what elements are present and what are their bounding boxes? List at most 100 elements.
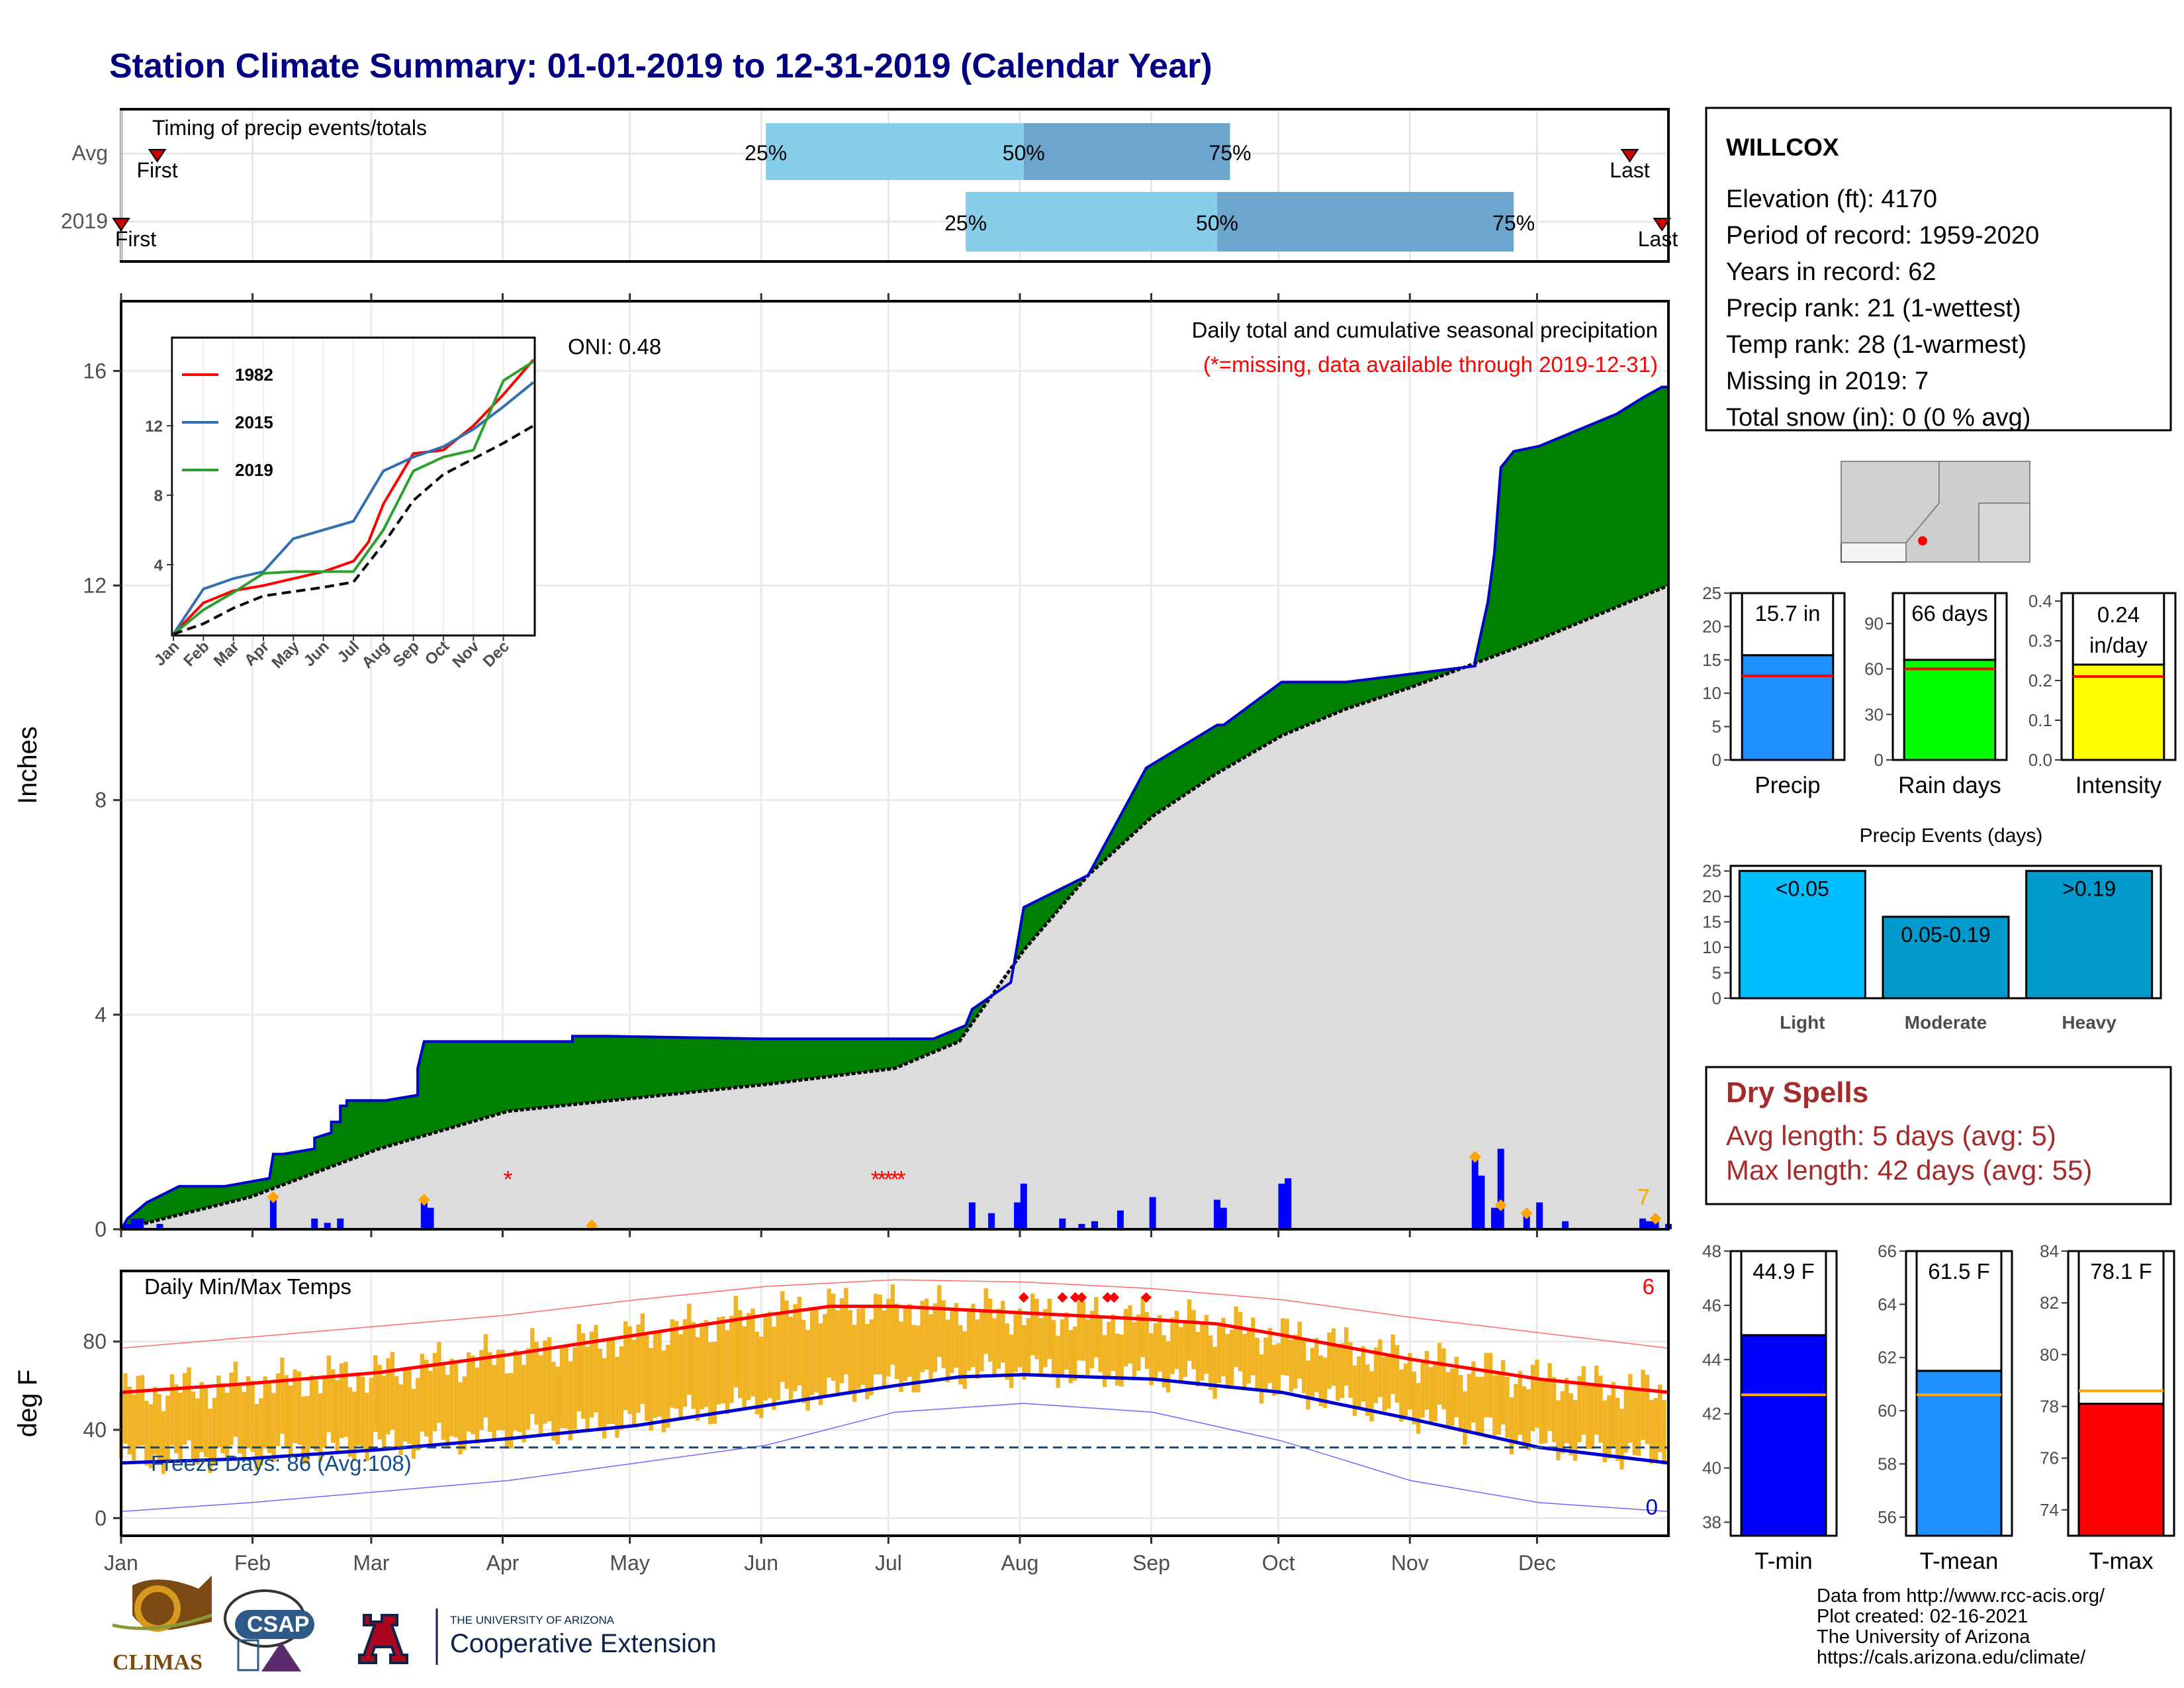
dry-spells-title: Dry Spells	[1726, 1076, 1868, 1109]
daily-temp-range-bar	[1085, 1319, 1090, 1375]
daily-temp-range-bar	[780, 1291, 785, 1382]
daily-temp-range-bar	[899, 1321, 903, 1392]
climas-logo: CLIMAS	[112, 1575, 212, 1675]
daily-temp-range-bar	[1119, 1334, 1124, 1387]
daily-temp-range-bar	[1259, 1354, 1264, 1404]
station-line-elevation: Elevation (ft): 4170	[1726, 185, 1937, 213]
daily-temp-range-bar	[394, 1376, 399, 1449]
daily-precip-bar	[1478, 1175, 1485, 1229]
missing-day-marker: *	[890, 1166, 899, 1193]
daily-precip-bar	[1091, 1221, 1098, 1229]
daily-precip-bar	[1078, 1223, 1085, 1229]
daily-temp-range-bar	[1107, 1321, 1111, 1377]
daily-temp-range-bar	[296, 1371, 302, 1445]
summary-y-tick-label: 44	[1702, 1350, 1721, 1370]
daily-temp-range-bar	[1216, 1326, 1222, 1383]
daily-temp-range-bar	[352, 1391, 357, 1460]
daily-temp-range-bar	[1318, 1355, 1323, 1407]
temp-y-tick-label: 40	[83, 1418, 107, 1442]
station-line-temp-rank: Temp rank: 28 (1-warmest)	[1726, 331, 2026, 359]
daily-temp-range-bar	[402, 1367, 408, 1442]
daily-temp-range-bar	[1140, 1297, 1145, 1358]
daily-temp-range-bar	[318, 1393, 323, 1462]
daily-temp-range-bar	[369, 1378, 374, 1450]
events-category-label: Moderate	[1905, 1012, 1987, 1033]
timing-pct-label: 50%	[1003, 141, 1045, 165]
daily-temp-range-bar	[1158, 1315, 1162, 1372]
locator-map	[1841, 461, 2030, 563]
daily-temp-range-bar	[801, 1319, 806, 1403]
daily-temp-range-bar	[1382, 1356, 1387, 1411]
cold-days-count: 0	[1646, 1495, 1658, 1519]
observed-cumulative-line	[120, 385, 1668, 1231]
daily-temp-range-bar	[500, 1349, 505, 1430]
daily-temp-range-bar	[746, 1313, 751, 1401]
daily-temp-range-bar	[895, 1303, 899, 1380]
daily-temp-range-bar	[886, 1299, 891, 1377]
daily-temp-range-bar	[814, 1307, 819, 1393]
daily-temp-range-bar	[522, 1364, 526, 1442]
notable-precip-marker	[1469, 1150, 1481, 1163]
summary-y-tick-label: 5	[1712, 717, 1721, 737]
daily-temp-range-bar	[1522, 1386, 1527, 1448]
record-min-line	[120, 1403, 1669, 1513]
summary-y-tick-label: 0	[1712, 750, 1721, 770]
daily-temp-range-bar	[1403, 1363, 1408, 1418]
daily-temp-range-bar	[267, 1382, 272, 1454]
first-event-marker	[112, 218, 130, 232]
daily-temp-range-bar	[1301, 1340, 1306, 1393]
daily-temp-range-bar	[742, 1326, 747, 1411]
daily-temp-range-bar	[920, 1300, 925, 1372]
daily-temp-range-bar	[1064, 1312, 1069, 1370]
daily-temp-range-bar	[1246, 1328, 1251, 1384]
daily-temp-range-bar	[1569, 1393, 1573, 1456]
daily-temp-range-bar	[945, 1319, 950, 1383]
daily-temp-range-bar	[890, 1284, 895, 1365]
daily-temp-range-bar	[1161, 1335, 1166, 1387]
daily-temp-range-bar	[929, 1314, 933, 1382]
daily-temp-range-bar	[254, 1403, 259, 1470]
daily-temp-range-bar	[1602, 1400, 1608, 1462]
summary-y-tick-label: 64	[1878, 1294, 1897, 1314]
daily-temp-range-bar	[1649, 1399, 1654, 1464]
summary-category-label: T-max	[2089, 1548, 2154, 1574]
daily-temp-range-bar	[580, 1333, 586, 1419]
events-bar-heavy	[2025, 870, 2154, 1000]
daily-temp-range-bar	[1255, 1338, 1259, 1391]
daily-temp-range-bar	[716, 1317, 721, 1405]
daily-temp-range-bar	[882, 1310, 887, 1387]
daily-temp-range-bar	[1310, 1348, 1315, 1400]
daily-temp-range-bar	[496, 1350, 501, 1430]
daily-temp-range-bar	[169, 1374, 175, 1446]
daily-temp-range-bar	[1551, 1377, 1557, 1442]
daily-temp-range-bar	[848, 1309, 852, 1391]
daily-temp-range-bar	[1285, 1319, 1289, 1376]
missing-day-marker: *	[871, 1166, 880, 1193]
daily-temp-range-bar	[823, 1314, 827, 1398]
daily-temp-range-bar	[123, 1373, 128, 1444]
daily-temp-range-bar	[610, 1339, 615, 1425]
daily-temp-range-bar	[759, 1336, 764, 1419]
daily-temp-range-bar	[1653, 1397, 1658, 1463]
daily-temp-range-bar	[1445, 1372, 1451, 1429]
daily-temp-range-bar	[615, 1356, 619, 1438]
first-event-label: First	[115, 227, 156, 251]
daily-temp-range-bar	[1369, 1371, 1374, 1422]
summary-value-label: 66 days	[1911, 601, 1988, 626]
summary-category-label: Rain days	[1898, 773, 2001, 798]
daily-temp-range-bar	[827, 1288, 831, 1378]
timing-pct-label: 50%	[1196, 211, 1238, 235]
daily-temp-range-bar	[1276, 1343, 1281, 1395]
daily-temp-range-bar	[1001, 1301, 1005, 1363]
daily-temp-range-bar	[704, 1320, 709, 1407]
daily-temp-range-bar	[246, 1376, 251, 1449]
daily-temp-range-bar	[199, 1382, 204, 1452]
notable-precip-marker	[1520, 1207, 1533, 1219]
daily-temp-range-bar	[208, 1409, 212, 1474]
daily-temp-range-bar	[547, 1337, 552, 1422]
daily-temp-range-bar	[1208, 1335, 1213, 1390]
daily-temp-range-bar	[339, 1363, 344, 1438]
daily-temp-range-bar	[1373, 1347, 1379, 1403]
daily-temp-range-bar	[1645, 1374, 1650, 1444]
